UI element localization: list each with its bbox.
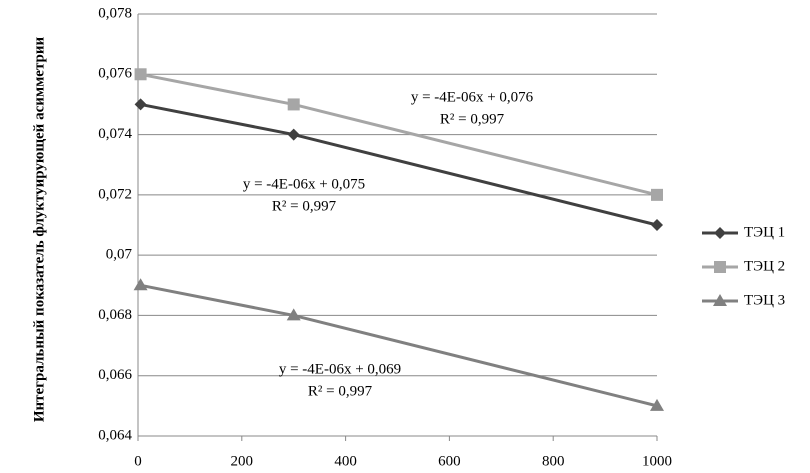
legend-label: ТЭЦ 1 xyxy=(744,224,785,240)
x-tick-label: 800 xyxy=(542,453,565,469)
point xyxy=(714,227,726,239)
series-line xyxy=(140,102,658,227)
point xyxy=(287,128,300,141)
annotation: y = -4E-06x + 0,076 xyxy=(411,89,534,105)
series-line xyxy=(140,283,658,408)
point xyxy=(134,98,147,111)
y-tick-label: 0,07 xyxy=(106,247,133,263)
point xyxy=(133,278,148,291)
x-tick-label: 200 xyxy=(231,453,254,469)
x-tick-label: 600 xyxy=(438,453,461,469)
point xyxy=(651,219,663,231)
point xyxy=(134,68,147,81)
y-tick-label: 0,076 xyxy=(98,66,132,82)
point xyxy=(286,308,301,321)
annotation: R² = 0,997 xyxy=(440,111,505,127)
legend-label: ТЭЦ 3 xyxy=(744,292,785,308)
y-tick-label: 0,064 xyxy=(98,427,132,443)
x-tick-label: 0 xyxy=(134,453,142,469)
y-tick-label: 0,068 xyxy=(98,307,132,323)
annotation: y = -4E-06x + 0,075 xyxy=(243,176,365,192)
y-tick-label: 0,072 xyxy=(98,186,132,202)
point xyxy=(650,398,664,411)
y-tick-label: 0,078 xyxy=(98,5,132,21)
x-tick-label: 1000 xyxy=(642,453,672,469)
y-tick-label: 0,074 xyxy=(98,126,132,142)
annotation: y = -4E-06x + 0,069 xyxy=(279,361,401,377)
point xyxy=(713,294,727,306)
x-tick-label: 400 xyxy=(334,453,357,469)
y-tick-label: 0,066 xyxy=(98,367,132,383)
annotation: R² = 0,997 xyxy=(272,198,337,214)
point xyxy=(287,98,300,111)
point xyxy=(651,188,663,201)
annotation: R² = 0,997 xyxy=(308,383,373,399)
point xyxy=(714,261,726,273)
y-axis-title: Интегральный показатель флуктуирующей ас… xyxy=(31,36,48,423)
legend-label: ТЭЦ 2 xyxy=(744,258,785,274)
